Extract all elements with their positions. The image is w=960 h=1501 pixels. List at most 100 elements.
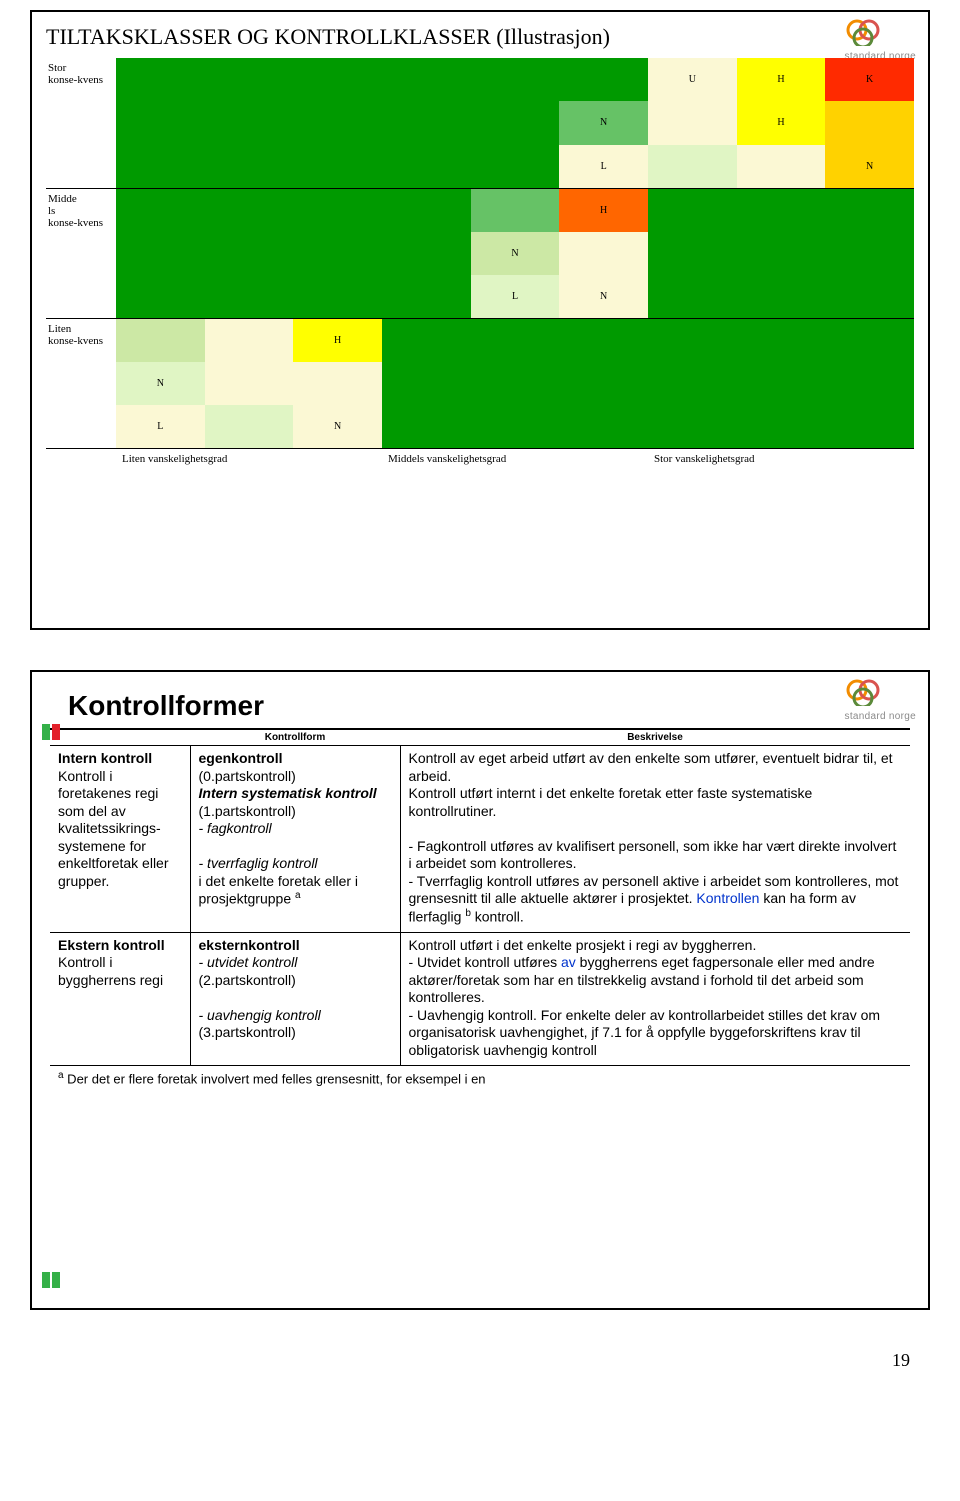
matrix-footer: Liten vanskelighetsgrad Middels vanskeli… — [46, 448, 914, 469]
sub-cell: N — [471, 232, 560, 275]
cell-category: Intern kontrollKontroll i foretakenes re… — [50, 746, 190, 933]
th-kontrollform: Kontrollform — [190, 729, 400, 746]
col-footer-3: Stor vanskelighetsgrad — [648, 449, 914, 469]
matrix-cell: TK 3 — [648, 318, 914, 448]
sub-cell — [825, 275, 914, 318]
cell-kontrollform: egenkontroll(0.partskontroll)Intern syst… — [190, 746, 400, 933]
sub-cell — [382, 189, 471, 232]
cell-category: Ekstern kontrollKontroll i byggherrens r… — [50, 932, 190, 1066]
matrix-cell: HNLN — [382, 188, 648, 318]
sub-cell — [471, 319, 560, 362]
sub-cell — [471, 145, 560, 188]
sub-cell — [737, 362, 826, 405]
sub-cell: N — [559, 101, 648, 144]
sub-cell: N — [116, 362, 205, 405]
sub-cell — [293, 362, 382, 405]
sub-cell — [737, 145, 826, 188]
th-blank — [50, 729, 190, 746]
sub-cell — [648, 275, 737, 318]
sub-cell: U — [648, 58, 737, 101]
matrix-cell — [116, 188, 382, 318]
logo: standard norge — [845, 18, 916, 62]
sub-cell — [825, 405, 914, 448]
row-label: Litenkonse-kvens — [46, 318, 116, 448]
sub-cell — [559, 319, 648, 362]
sub-cell — [382, 232, 471, 275]
logo-text: standard norge — [845, 712, 916, 722]
sub-cell — [293, 189, 382, 232]
sub-cell — [471, 362, 560, 405]
sub-cell — [205, 145, 294, 188]
sub-cell: H — [293, 319, 382, 362]
sub-cell — [293, 275, 382, 318]
sub-cell — [648, 189, 737, 232]
logo: standard norge — [845, 678, 916, 722]
table-row: Intern kontrollKontroll i foretakenes re… — [50, 746, 910, 933]
sub-cell — [205, 58, 294, 101]
footnote-cell: a Der det er flere foretak involvert med… — [50, 1066, 910, 1094]
col-footer-2: Middels vanskelighetsgrad — [382, 449, 648, 469]
matrix-cell: TK 3NL — [382, 58, 648, 188]
sub-cell — [205, 189, 294, 232]
matrix-cell: TK 3 — [648, 188, 914, 318]
sub-cell — [116, 189, 205, 232]
sub-cell — [205, 319, 294, 362]
sub-cell — [116, 275, 205, 318]
sub-cell: H — [737, 58, 826, 101]
sub-cell: N — [825, 145, 914, 188]
sub-cell — [382, 58, 471, 101]
matrix-cell: TK 3 — [116, 58, 382, 188]
kontrollformer-table: Kontrollform Beskrivelse Intern kontroll… — [50, 728, 910, 1094]
sub-cell — [737, 189, 826, 232]
sub-cell — [382, 101, 471, 144]
sub-cell — [382, 319, 471, 362]
sub-cell — [205, 405, 294, 448]
sub-cell — [116, 101, 205, 144]
sub-cell — [382, 405, 471, 448]
sub-cell — [825, 362, 914, 405]
sub-cell: N — [559, 275, 648, 318]
tick-top — [42, 724, 50, 740]
sub-cell: L — [471, 275, 560, 318]
sub-cell — [648, 319, 737, 362]
sub-cell — [293, 101, 382, 144]
footnote-row: a Der det er flere foretak involvert med… — [50, 1066, 910, 1094]
sub-cell — [559, 58, 648, 101]
sub-cell: L — [116, 405, 205, 448]
sub-cell — [205, 101, 294, 144]
matrix-cell — [382, 318, 648, 448]
page-number: 19 — [30, 1350, 930, 1371]
sub-cell — [293, 58, 382, 101]
sub-cell — [382, 362, 471, 405]
sub-cell — [382, 145, 471, 188]
cell-kontrollform: eksternkontroll - utvidet kontroll(2.par… — [190, 932, 400, 1066]
col-footer-1: Liten vanskelighetsgrad — [116, 449, 382, 469]
sub-cell — [116, 58, 205, 101]
sub-cell — [825, 232, 914, 275]
logo-rings-icon — [845, 18, 887, 46]
sub-cell — [648, 101, 737, 144]
sub-cell — [737, 319, 826, 362]
slide1-title: TILTAKSKLASSER OG KONTROLLKLASSER (Illus… — [46, 24, 914, 50]
sub-cell — [648, 362, 737, 405]
logo-rings-icon — [845, 678, 887, 706]
sub-cell — [116, 232, 205, 275]
sub-cell — [559, 405, 648, 448]
table-row: Ekstern kontrollKontroll i byggherrens r… — [50, 932, 910, 1066]
sub-cell: N — [293, 405, 382, 448]
sub-cell — [825, 101, 914, 144]
risk-matrix: Storkonse-kvensTK 3TK 3NLUHKHNMiddelskon… — [46, 58, 914, 448]
sub-cell — [293, 232, 382, 275]
slide-kontrollformer: standard norge Kontrollformer Kontrollfo… — [30, 670, 930, 1310]
row-label: Middelskonse-kvens — [46, 188, 116, 318]
slide-tiltaksklasser: standard norge TILTAKSKLASSER OG KONTROL… — [30, 10, 930, 630]
th-beskrivelse: Beskrivelse — [400, 729, 910, 746]
tick-bottom — [42, 1272, 50, 1288]
sub-cell: H — [559, 189, 648, 232]
sub-cell — [382, 275, 471, 318]
cell-beskrivelse: Kontroll av eget arbeid utført av den en… — [400, 746, 910, 933]
cell-beskrivelse: Kontroll utført i det enkelte prosjekt i… — [400, 932, 910, 1066]
sub-cell — [559, 232, 648, 275]
matrix-cell: UHKHN — [648, 58, 914, 188]
sub-cell — [205, 362, 294, 405]
